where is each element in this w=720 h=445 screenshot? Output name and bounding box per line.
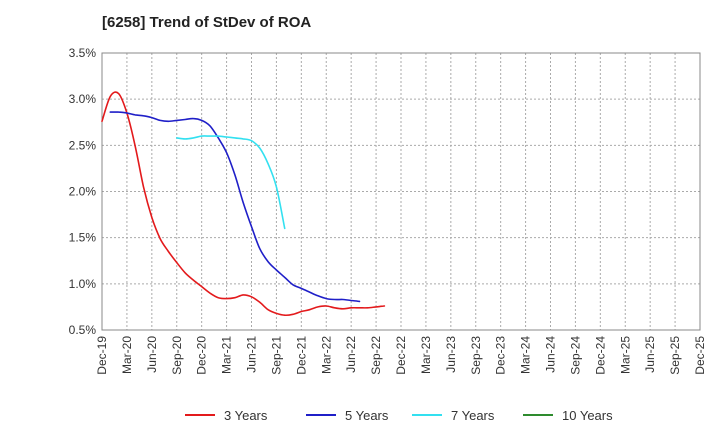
x-tick-label: Mar-23 [419, 336, 433, 374]
x-tick-label: Dec-23 [494, 336, 508, 375]
x-tick-label: Jun-25 [643, 336, 657, 373]
x-tick-label: Sep-20 [170, 336, 184, 375]
legend-label-10-years: 10 Years [562, 408, 613, 423]
x-tick-label: Sep-23 [469, 336, 483, 375]
chart-title: [6258] Trend of StDev of ROA [102, 14, 312, 31]
y-tick-label: 1.5% [69, 231, 97, 245]
y-tick-label: 3.0% [69, 92, 97, 106]
series-line-7-years [176, 135, 286, 230]
x-tick-label: Mar-24 [519, 336, 533, 374]
x-tick-label: Dec-19 [95, 336, 109, 375]
legend-label-5-years: 5 Years [345, 408, 389, 423]
x-tick-label: Mar-22 [319, 336, 333, 374]
y-tick-label: 2.5% [69, 138, 97, 152]
y-tick-label: 3.5% [69, 46, 97, 60]
x-tick-label: Jun-22 [344, 336, 358, 373]
x-tick-label: Sep-21 [269, 336, 283, 375]
x-tick-label: Dec-24 [593, 336, 607, 375]
x-tick-label: Dec-25 [693, 336, 707, 375]
legend-label-7-years: 7 Years [451, 408, 495, 423]
x-tick-label: Jun-20 [145, 336, 159, 373]
x-tick-label: Dec-21 [294, 336, 308, 375]
x-tick-label: Mar-21 [220, 336, 234, 374]
plot-border [101, 52, 701, 331]
legend-label-3-years: 3 Years [224, 408, 268, 423]
x-tick-label: Mar-25 [618, 336, 632, 374]
x-tick-label: Jun-24 [544, 336, 558, 373]
x-tick-label: Jun-23 [444, 336, 458, 373]
x-tick-label: Dec-20 [195, 336, 209, 375]
y-tick-label: 2.0% [69, 185, 97, 199]
x-tick-label: Jun-21 [245, 336, 259, 373]
x-tick-label: Mar-20 [120, 336, 134, 374]
series-line-5-years [109, 111, 361, 303]
y-tick-label: 0.5% [69, 323, 97, 337]
y-tick-label: 1.0% [69, 277, 97, 291]
plot-area [102, 53, 700, 330]
x-tick-label: Sep-25 [668, 336, 682, 375]
x-tick-label: Sep-24 [568, 336, 582, 375]
x-tick-label: Dec-22 [394, 336, 408, 375]
x-tick-label: Sep-22 [369, 336, 383, 375]
series-line-3-years [101, 91, 386, 317]
